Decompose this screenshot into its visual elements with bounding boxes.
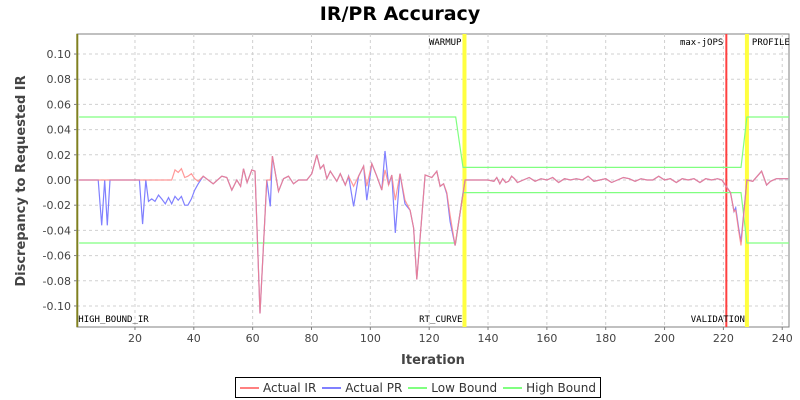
chart-title: IR/PR Accuracy: [320, 3, 481, 25]
x-tick-label: 220: [713, 332, 734, 345]
legend-swatch-pr: [322, 386, 342, 389]
marker-label-bottom: RT_CURVE: [419, 315, 462, 325]
y-tick-label: 0.00: [47, 174, 72, 187]
y-tick-label: 0.02: [47, 149, 72, 162]
series-high-bound: [79, 116, 789, 168]
series-actual-ir: [79, 154, 789, 314]
x-tick-label: 180: [595, 332, 616, 345]
legend-label: Actual IR: [263, 380, 317, 395]
y-tick-label: 0.08: [47, 73, 72, 86]
legend-label: Actual PR: [345, 380, 403, 395]
x-tick-label: 80: [304, 332, 318, 345]
x-tick-label: 140: [478, 332, 499, 345]
marker-label-top: PROFILE: [752, 38, 790, 48]
x-axis-label: Iteration: [401, 353, 465, 368]
plot-area: [76, 33, 790, 328]
x-tick-label: 40: [187, 332, 201, 345]
series-lines: [79, 116, 789, 314]
y-tick-label: -0.10: [43, 300, 71, 313]
legend-swatch-high: [503, 386, 523, 389]
legend-swatch-ir: [240, 386, 259, 389]
x-tick-label: 200: [654, 332, 675, 345]
x-tick-label: 100: [360, 332, 381, 345]
y-tick-label: -0.06: [43, 250, 71, 263]
y-tick-label: -0.04: [43, 224, 71, 237]
marker-label-top: max-jOPS: [680, 38, 723, 48]
legend-item-low-bound: Low Bound: [408, 381, 497, 395]
legend-label: Low Bound: [431, 380, 498, 395]
y-tick-label: 0.04: [47, 124, 72, 137]
series-low-bound: [79, 192, 789, 244]
legend-swatch-low: [408, 386, 428, 389]
tick-labels: 20 40 60 80 100 120 140 160 180 200 220 240 -0.10 -0.…: [43, 48, 793, 345]
marker-label-bottom: HIGH_BOUND_IR: [78, 315, 149, 325]
legend-item-actual-ir: Actual IR: [240, 381, 316, 395]
y-tick-label: 0.10: [47, 48, 72, 61]
marker-label-top: WARMUP: [429, 38, 462, 48]
x-tick-label: 60: [246, 332, 260, 345]
legend-label: High Bound: [526, 380, 596, 395]
x-tick-label: 20: [128, 332, 142, 345]
marker-label-bottom: VALIDATION: [691, 315, 745, 325]
y-axis-label: Discrepancy to Requested IR: [14, 75, 29, 286]
legend-item-actual-pr: Actual PR: [322, 381, 402, 395]
y-tick-label: -0.02: [43, 199, 71, 212]
y-tick-label: 0.06: [47, 98, 72, 111]
legend: Actual IR Actual PR Low Bound High Bound: [235, 377, 601, 398]
y-tick-label: -0.08: [43, 275, 71, 288]
x-tick-label: 120: [419, 332, 440, 345]
x-tick-label: 240: [772, 332, 793, 345]
legend-item-high-bound: High Bound: [503, 381, 596, 395]
x-tick-label: 160: [536, 332, 557, 345]
